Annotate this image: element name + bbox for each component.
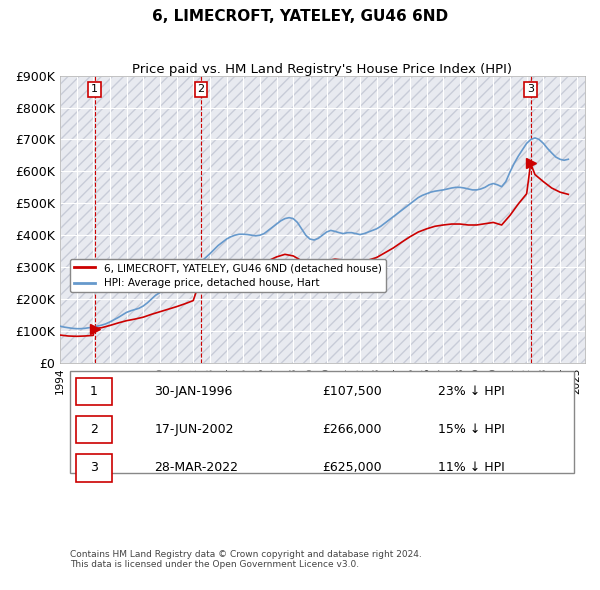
FancyBboxPatch shape [76, 378, 112, 405]
FancyBboxPatch shape [76, 416, 112, 444]
Text: 1: 1 [91, 84, 98, 94]
Text: £266,000: £266,000 [322, 423, 382, 436]
Text: 30-JAN-1996: 30-JAN-1996 [154, 385, 233, 398]
Text: 1: 1 [90, 385, 98, 398]
Text: Contains HM Land Registry data © Crown copyright and database right 2024.
This d: Contains HM Land Registry data © Crown c… [70, 549, 422, 569]
FancyBboxPatch shape [70, 371, 574, 473]
Text: 3: 3 [527, 84, 534, 94]
Text: £625,000: £625,000 [322, 461, 382, 474]
Text: 17-JUN-2002: 17-JUN-2002 [154, 423, 234, 436]
Text: 2: 2 [197, 84, 205, 94]
Text: 11% ↓ HPI: 11% ↓ HPI [438, 461, 505, 474]
Text: 28-MAR-2022: 28-MAR-2022 [154, 461, 238, 474]
Text: £107,500: £107,500 [322, 385, 382, 398]
Legend: 6, LIMECROFT, YATELEY, GU46 6ND (detached house), HPI: Average price, detached h: 6, LIMECROFT, YATELEY, GU46 6ND (detache… [70, 259, 386, 293]
Text: 23% ↓ HPI: 23% ↓ HPI [438, 385, 505, 398]
Text: 15% ↓ HPI: 15% ↓ HPI [438, 423, 505, 436]
Text: 3: 3 [90, 461, 98, 474]
Title: Price paid vs. HM Land Registry's House Price Index (HPI): Price paid vs. HM Land Registry's House … [133, 63, 512, 76]
Text: 2: 2 [90, 423, 98, 436]
Text: 6, LIMECROFT, YATELEY, GU46 6ND: 6, LIMECROFT, YATELEY, GU46 6ND [152, 9, 448, 24]
FancyBboxPatch shape [76, 454, 112, 481]
